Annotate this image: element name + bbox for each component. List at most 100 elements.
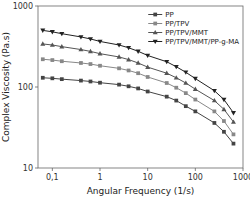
point (174, 65, 179, 69)
point (164, 60, 169, 64)
data (40, 29, 236, 146)
point (40, 29, 45, 33)
point (79, 61, 83, 65)
point (165, 95, 169, 99)
point (222, 130, 226, 134)
point (174, 86, 178, 90)
point (165, 81, 169, 85)
legend-marker (153, 13, 157, 17)
point (212, 89, 217, 93)
point (232, 142, 236, 146)
point (98, 51, 103, 55)
chart: 0,11101001000101001000Angular Frequency … (0, 0, 250, 200)
legend-label: PP/TPV/MMT (165, 29, 209, 37)
legend-label: PP/TPV/MMT/PP-g-MA (165, 38, 239, 46)
point (50, 76, 54, 80)
point (126, 57, 131, 61)
point (136, 49, 141, 53)
point (117, 43, 122, 47)
point (213, 121, 217, 125)
legend-item: PP (148, 11, 173, 19)
point (184, 104, 188, 108)
point (222, 119, 226, 123)
point (193, 98, 197, 102)
point (232, 133, 236, 137)
point (174, 99, 178, 103)
point (231, 119, 236, 123)
point (146, 75, 150, 79)
x-tick-label: 1000 (233, 173, 250, 182)
point (136, 71, 140, 75)
point (146, 90, 150, 94)
x-tick (195, 168, 196, 171)
point (221, 107, 226, 111)
point (41, 57, 45, 61)
point (136, 60, 141, 64)
point (40, 41, 45, 45)
point (145, 54, 150, 58)
point (212, 98, 217, 102)
point (78, 35, 83, 39)
x-axis-label: Angular Frequency (1/s) (87, 186, 195, 196)
point (127, 69, 131, 73)
x-tick-label: 1 (97, 173, 102, 182)
y-tick-label: 100 (18, 83, 33, 92)
point (164, 71, 169, 75)
legend-item: PP/TPV/MMT (148, 29, 209, 37)
point (117, 83, 121, 87)
point (127, 84, 131, 88)
y-tick (35, 87, 38, 88)
point (193, 77, 198, 81)
axes: 0,11101001000101001000 (13, 2, 250, 182)
legend-label: PP/TPV (165, 20, 189, 28)
legend-label: PP (165, 11, 173, 19)
point (117, 54, 122, 58)
legend-marker (153, 30, 158, 34)
point (98, 64, 102, 68)
point (59, 32, 64, 36)
point (60, 59, 64, 63)
point (59, 44, 64, 48)
legend-marker (153, 40, 158, 44)
point (41, 76, 45, 80)
x-tick (52, 168, 53, 171)
x-tick (147, 168, 148, 171)
legend-item: PP/TPV/MMT/PP-g-MA (148, 38, 239, 46)
point (193, 110, 197, 114)
plot-frame (38, 6, 243, 168)
point (50, 30, 55, 34)
x-tick-label: 0,1 (46, 173, 59, 182)
y-tick-label: 10 (23, 164, 33, 173)
legend-marker (153, 22, 157, 26)
series-line (43, 59, 234, 134)
point (98, 40, 103, 44)
point (88, 37, 93, 41)
point (145, 65, 150, 69)
point (50, 42, 55, 46)
point (89, 80, 93, 84)
point (117, 66, 121, 70)
legend: PPPP/TPVPP/TPV/MMTPP/TPV/MMT/PP-g-MA (148, 11, 239, 46)
point (88, 49, 93, 53)
point (50, 58, 54, 62)
x-tick (243, 168, 244, 171)
point (221, 98, 226, 102)
point (193, 87, 198, 91)
point (136, 87, 140, 91)
point (183, 70, 188, 74)
series (41, 57, 235, 136)
series-line (43, 78, 234, 144)
point (98, 81, 102, 85)
point (78, 47, 83, 51)
legend-item: PP/TPV (148, 20, 189, 28)
series (41, 76, 235, 146)
x-tick (100, 168, 101, 171)
point (126, 46, 131, 50)
y-axis-label: Complex Viscosity (Pa.s) (1, 32, 11, 142)
series-line (43, 44, 234, 122)
x-tick-label: 10 (143, 173, 153, 182)
point (89, 62, 93, 66)
point (60, 77, 64, 81)
y-tick-label: 1000 (13, 2, 33, 11)
point (79, 79, 83, 83)
